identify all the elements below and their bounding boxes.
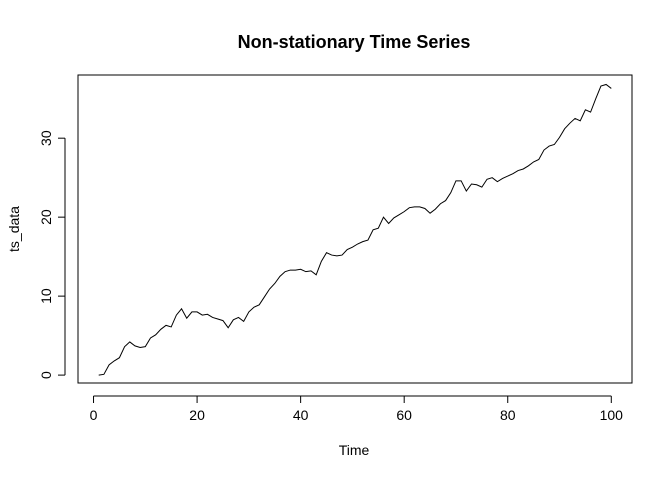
x-axis-label: Time: [339, 442, 370, 458]
x-tick-label: 100: [600, 407, 624, 423]
x-tick-label: 20: [189, 407, 205, 423]
x-tick-label: 80: [500, 407, 516, 423]
x-tick-label: 60: [396, 407, 412, 423]
y-axis: 0 10 20 30: [38, 130, 66, 379]
series-line: [98, 83, 612, 376]
plot-frame: [77, 74, 633, 384]
y-tick-label: 30: [38, 130, 54, 146]
chart-title: Non-stationary Time Series: [238, 32, 471, 52]
y-axis-label: ts_data: [6, 206, 22, 252]
x-axis: 0 20 40 60 80 100: [90, 395, 624, 423]
y-tick-label: 10: [38, 288, 54, 304]
y-tick-label: 0: [38, 371, 54, 379]
x-tick-label: 0: [90, 407, 98, 423]
x-tick-label: 40: [293, 407, 309, 423]
y-tick-label: 20: [38, 209, 54, 225]
